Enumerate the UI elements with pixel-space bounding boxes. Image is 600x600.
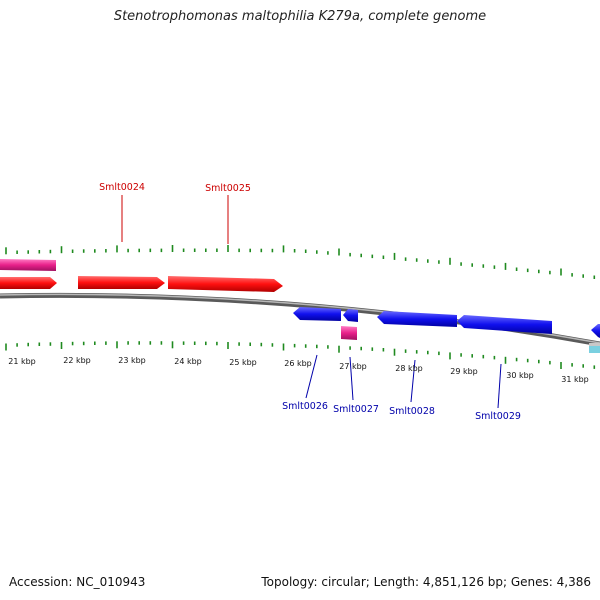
reverse-gene[interactable]: [457, 315, 552, 334]
reverse-gene[interactable]: [343, 309, 358, 322]
reverse-rna-gene[interactable]: [589, 343, 600, 353]
forward-gene-labels: Smlt0024 Smlt0025: [99, 182, 251, 244]
reverse-rna-gene[interactable]: [341, 326, 357, 340]
forward-gene[interactable]: [0, 277, 57, 289]
kbp-label: 29 kbp: [450, 367, 478, 376]
gene-label-smlt0029[interactable]: Smlt0029: [475, 411, 521, 422]
forward-gene[interactable]: [78, 276, 165, 289]
forward-rna-gene[interactable]: [0, 259, 56, 271]
outer-tick-track: [5, 245, 596, 279]
reverse-gene[interactable]: [377, 311, 457, 327]
map-title: Stenotrophomonas maltophilia K279a, comp…: [113, 9, 487, 24]
kbp-label: 22 kbp: [63, 356, 91, 365]
reverse-gene-track: [293, 307, 600, 353]
reverse-gene[interactable]: [293, 307, 341, 321]
forward-gene[interactable]: [168, 276, 283, 292]
gene-label-smlt0028[interactable]: Smlt0028: [389, 406, 435, 417]
genome-summary-text: Topology: circular; Length: 4,851,126 bp…: [261, 575, 591, 589]
reverse-gene-labels: Smlt0026 Smlt0027 Smlt0028 Smlt0029: [282, 354, 521, 422]
kbp-label: 28 kbp: [395, 364, 423, 373]
kbp-label: 23 kbp: [118, 356, 146, 365]
kbp-label: 21 kbp: [8, 357, 36, 366]
gene-label-smlt0026[interactable]: Smlt0026: [282, 401, 328, 412]
gene-label-smlt0027[interactable]: Smlt0027: [333, 404, 379, 415]
inner-tick-track: [5, 341, 596, 369]
accession-text: Accession: NC_010943: [9, 575, 146, 589]
kbp-label: 31 kbp: [561, 375, 589, 384]
reverse-gene[interactable]: [591, 324, 600, 338]
kbp-label: 26 kbp: [284, 359, 312, 368]
kbp-label: 24 kbp: [174, 357, 202, 366]
gene-label-smlt0024[interactable]: Smlt0024: [99, 182, 145, 193]
kbp-label: 30 kbp: [506, 371, 534, 380]
kbp-label: 27 kbp: [339, 362, 367, 371]
forward-gene-track: [0, 259, 283, 292]
gene-label-smlt0025[interactable]: Smlt0025: [205, 183, 251, 194]
kbp-scale-labels: 21 kbp 22 kbp 23 kbp 24 kbp 25 kbp 26 kb…: [8, 356, 589, 384]
kbp-label: 25 kbp: [229, 358, 257, 367]
